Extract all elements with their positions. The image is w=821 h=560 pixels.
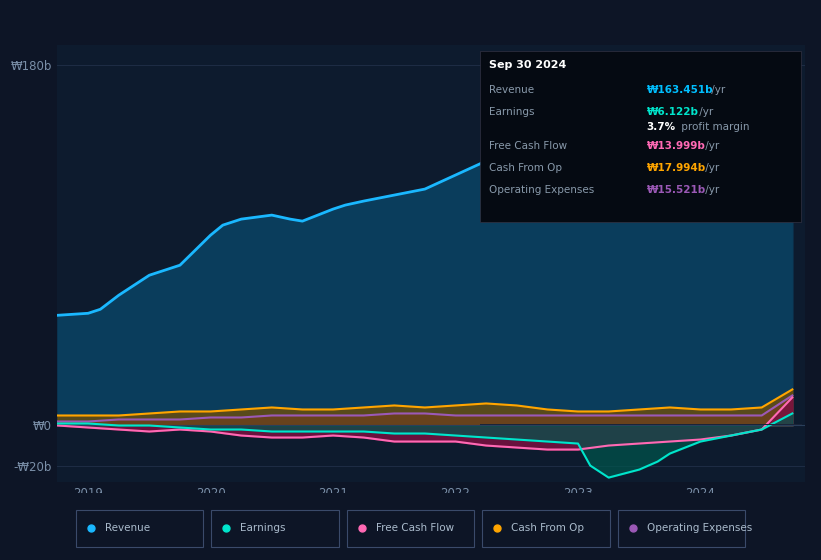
Text: Operating Expenses: Operating Expenses bbox=[488, 185, 594, 195]
Text: Cash From Op: Cash From Op bbox=[488, 163, 562, 173]
Bar bbox=[212, 510, 338, 547]
Text: Operating Expenses: Operating Expenses bbox=[647, 523, 752, 533]
Text: ₩13.999b: ₩13.999b bbox=[647, 141, 705, 151]
Text: /yr: /yr bbox=[696, 107, 713, 117]
Text: /yr: /yr bbox=[708, 85, 725, 95]
Text: Revenue: Revenue bbox=[104, 523, 149, 533]
Text: Free Cash Flow: Free Cash Flow bbox=[488, 141, 566, 151]
Text: Earnings: Earnings bbox=[488, 107, 534, 117]
Text: /yr: /yr bbox=[702, 185, 719, 195]
Text: Sep 30 2024: Sep 30 2024 bbox=[488, 60, 566, 70]
Bar bbox=[617, 510, 745, 547]
Text: Free Cash Flow: Free Cash Flow bbox=[376, 523, 454, 533]
Text: Cash From Op: Cash From Op bbox=[511, 523, 584, 533]
Text: Revenue: Revenue bbox=[488, 85, 534, 95]
Text: ₩6.122b: ₩6.122b bbox=[647, 107, 699, 117]
Text: /yr: /yr bbox=[702, 163, 719, 173]
Text: ₩163.451b: ₩163.451b bbox=[647, 85, 713, 95]
Text: profit margin: profit margin bbox=[678, 122, 750, 132]
Text: ₩15.521b: ₩15.521b bbox=[647, 185, 706, 195]
Text: ₩17.994b: ₩17.994b bbox=[647, 163, 706, 173]
Bar bbox=[482, 510, 609, 547]
Text: 3.7%: 3.7% bbox=[647, 122, 676, 132]
Bar bbox=[76, 510, 203, 547]
Text: /yr: /yr bbox=[702, 141, 719, 151]
Bar bbox=[347, 510, 475, 547]
FancyBboxPatch shape bbox=[479, 52, 800, 222]
Text: Earnings: Earnings bbox=[240, 523, 286, 533]
